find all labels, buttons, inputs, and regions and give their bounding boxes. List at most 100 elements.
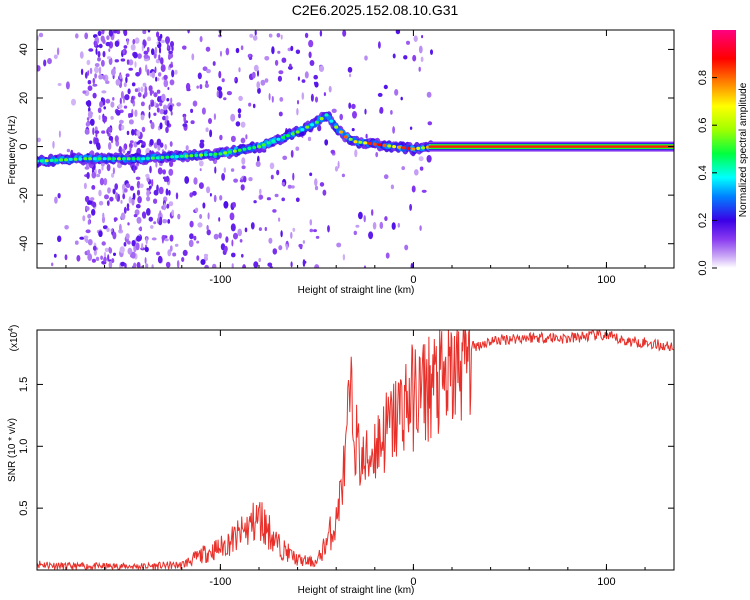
spectral-speckle bbox=[297, 76, 300, 81]
spectral-speckle bbox=[255, 161, 261, 167]
spectral-speckle bbox=[112, 97, 115, 101]
spectral-speckle bbox=[140, 86, 144, 93]
spectral-speckle bbox=[426, 91, 432, 98]
ridge-core bbox=[165, 155, 170, 159]
spectral-speckle bbox=[156, 31, 160, 38]
spectral-speckle bbox=[146, 47, 150, 53]
y-tick-label: 0.5 bbox=[18, 500, 30, 515]
spectral-speckle bbox=[157, 145, 160, 150]
spectral-speckle bbox=[295, 49, 301, 55]
spectral-speckle bbox=[101, 165, 104, 171]
ridge-core bbox=[184, 154, 189, 158]
ridge-core bbox=[78, 157, 83, 161]
spectral-speckle bbox=[196, 255, 200, 261]
spectral-speckle bbox=[190, 120, 195, 125]
spectral-speckle bbox=[146, 69, 150, 76]
spectral-speckle bbox=[134, 88, 139, 93]
spectral-speckle bbox=[143, 54, 149, 59]
spectral-speckle bbox=[106, 56, 112, 60]
spectral-speckle bbox=[182, 123, 188, 128]
ridge-core bbox=[54, 158, 59, 162]
spectral-speckle bbox=[95, 142, 101, 149]
spectral-speckle bbox=[337, 160, 340, 169]
spectral-speckle bbox=[140, 101, 145, 107]
spectral-speckle bbox=[243, 175, 247, 183]
ridge-core bbox=[353, 140, 358, 144]
spectral-speckle bbox=[248, 102, 252, 107]
spectral-speckle bbox=[149, 139, 154, 146]
spectral-speckle bbox=[135, 204, 141, 209]
spectral-speckle bbox=[171, 69, 175, 78]
spectral-speckle bbox=[147, 36, 151, 42]
spectral-speckle bbox=[212, 263, 217, 268]
spectral-speckle bbox=[264, 78, 269, 83]
spectral-speckle bbox=[146, 208, 151, 216]
spectral-speckle bbox=[57, 193, 61, 199]
spectral-speckle bbox=[397, 222, 400, 228]
spectral-speckle bbox=[145, 237, 148, 245]
spectral-speckle bbox=[141, 211, 147, 219]
spectral-speckle bbox=[169, 234, 174, 242]
spectral-speckle bbox=[216, 90, 219, 98]
spectral-speckle bbox=[269, 33, 273, 38]
spectral-speckle bbox=[95, 47, 98, 55]
spectral-speckle bbox=[119, 223, 122, 232]
spectral-speckle bbox=[280, 34, 283, 40]
ridge-core bbox=[228, 150, 232, 154]
spectral-speckle bbox=[108, 246, 111, 253]
spectral-speckle bbox=[163, 104, 168, 111]
spectral-speckle bbox=[354, 149, 358, 158]
spectral-speckle bbox=[169, 245, 173, 252]
spectral-speckle bbox=[123, 188, 128, 193]
spectral-speckle bbox=[131, 198, 135, 206]
spectral-speckle bbox=[277, 75, 282, 82]
spectral-speckle bbox=[187, 30, 190, 34]
colorbar-tick-label: 0.0 bbox=[697, 260, 709, 275]
ridge-core bbox=[271, 139, 276, 143]
spectral-speckle bbox=[99, 177, 104, 186]
spectral-speckle bbox=[351, 103, 356, 110]
spectral-speckle bbox=[154, 46, 158, 55]
spectral-speckle bbox=[404, 244, 409, 251]
spectral-speckle bbox=[92, 127, 95, 135]
spectral-speckle bbox=[418, 45, 423, 54]
spectral-speckle bbox=[108, 260, 113, 268]
spectrogram-ticks: -100 0 100 -40 -20 0 20 40 bbox=[18, 30, 674, 286]
spectral-speckle bbox=[234, 77, 237, 82]
spectral-speckle bbox=[89, 118, 95, 126]
spectral-speckle bbox=[207, 212, 210, 220]
spectral-speckle bbox=[160, 39, 165, 44]
spectral-speckle bbox=[231, 252, 236, 258]
spectral-speckle bbox=[364, 108, 367, 115]
snr-line-group bbox=[37, 330, 674, 570]
spectral-speckle bbox=[248, 54, 251, 58]
spectral-speckle bbox=[196, 85, 199, 89]
spectral-speckle bbox=[297, 100, 299, 105]
spectral-speckle bbox=[155, 161, 158, 168]
spectral-speckle bbox=[248, 177, 253, 182]
spectral-speckle bbox=[114, 59, 120, 63]
spectral-speckle bbox=[363, 215, 366, 223]
spectral-speckle bbox=[101, 241, 106, 246]
spectrogram-y-label: Frequency (Hz) bbox=[7, 116, 18, 185]
spectral-speckle bbox=[212, 61, 216, 66]
x-tick-label: 100 bbox=[597, 576, 615, 588]
spectral-speckle bbox=[147, 30, 151, 33]
spectral-speckle bbox=[281, 57, 287, 63]
spectral-speckle bbox=[223, 201, 229, 209]
spectral-speckle bbox=[126, 207, 130, 211]
spectral-speckle bbox=[168, 52, 174, 59]
spectral-speckle bbox=[101, 30, 105, 35]
x-tick-label: 0 bbox=[410, 576, 416, 588]
ridge-core bbox=[382, 143, 387, 147]
snr-panel: -100 0 100 0.5 1.0 1.5 Height of straight lin… bbox=[7, 325, 675, 596]
spectral-speckle bbox=[162, 219, 168, 224]
spectral-speckle bbox=[123, 45, 128, 49]
spectral-speckle bbox=[161, 93, 166, 102]
spectral-speckle bbox=[253, 64, 259, 72]
spectral-speckle bbox=[339, 113, 344, 121]
spectral-speckle bbox=[383, 84, 388, 90]
spectral-speckle bbox=[57, 235, 62, 243]
spectral-speckle bbox=[153, 101, 157, 107]
ridge-core bbox=[121, 157, 126, 161]
